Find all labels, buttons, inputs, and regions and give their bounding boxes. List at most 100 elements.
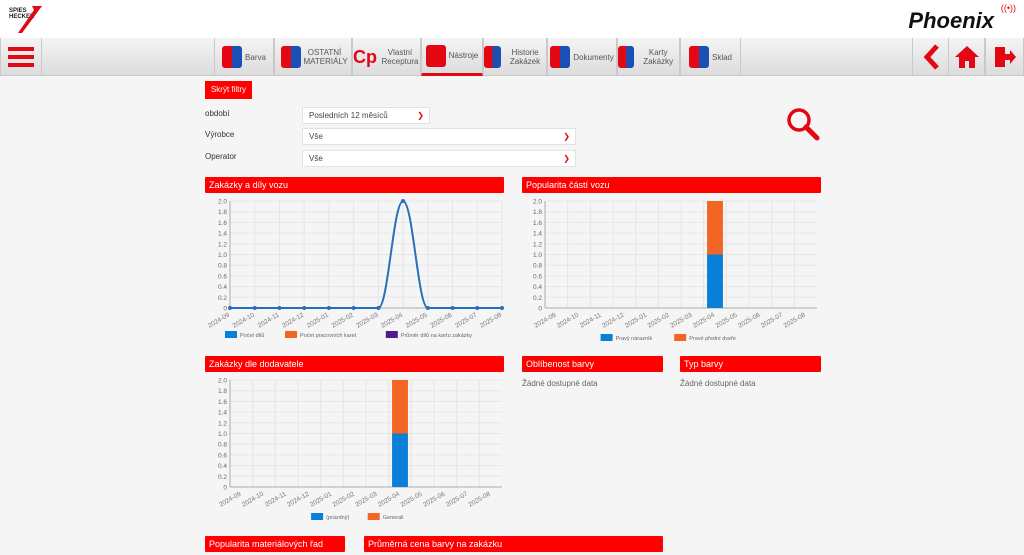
x-tick-label: 2025-05 xyxy=(405,311,429,329)
y-tick-label: 1.0 xyxy=(218,252,227,259)
x-tick-label: 2025-07 xyxy=(454,311,478,329)
nav-bar: Barva OSTATNÍ MATERIÁLY Cp Vlastní Receptur… xyxy=(0,38,1024,76)
nav-item-label: Sklad xyxy=(711,52,732,62)
back-button[interactable] xyxy=(912,38,949,76)
y-tick-label: 1.2 xyxy=(218,420,227,427)
x-tick-label: 2025-06 xyxy=(422,490,446,508)
x-tick-label: 2024-11 xyxy=(257,311,281,329)
nav-item-5[interactable]: Historie Zakázek xyxy=(483,38,547,76)
nav-item-label: Dokumenty xyxy=(573,52,614,62)
documents-icon xyxy=(550,46,571,68)
y-tick-label: 1.0 xyxy=(533,252,542,259)
x-tick-label: 2024-09 xyxy=(218,490,242,508)
x-tick-label: 2025-07 xyxy=(760,311,784,329)
svg-text:SPIES: SPIES xyxy=(9,8,27,14)
cans-icon xyxy=(280,46,301,68)
legend-swatch xyxy=(367,513,380,520)
y-tick-label: 1.4 xyxy=(533,231,542,238)
legend-label: (prázdný) xyxy=(326,515,349,521)
x-tick-label: 2025-04 xyxy=(692,311,716,329)
home-button[interactable] xyxy=(948,38,985,76)
search-icon[interactable] xyxy=(785,106,821,142)
legend-swatch xyxy=(385,331,398,338)
legend-swatch xyxy=(311,513,324,520)
y-tick-label: 0 xyxy=(223,306,227,313)
manufacturer-label: Výrobce xyxy=(205,130,235,139)
operator-select[interactable]: Vše ❯ xyxy=(302,150,576,167)
bar xyxy=(392,433,408,487)
y-tick-label: 0.2 xyxy=(218,474,227,481)
x-tick-label: 2025-03 xyxy=(355,311,379,329)
nav-item-label: Historie Zakázek xyxy=(509,48,541,66)
logout-button[interactable] xyxy=(985,38,1024,76)
spies-hecker-logo: SPIES HECKER xyxy=(9,6,42,33)
nav-item-2[interactable]: OSTATNÍ MATERIÁLY xyxy=(274,38,352,76)
x-tick-label: 2025-03 xyxy=(669,311,693,329)
period-label: období xyxy=(205,109,230,118)
y-tick-label: 0.6 xyxy=(218,452,227,459)
legend-swatch xyxy=(674,334,687,341)
x-tick-label: 2025-04 xyxy=(380,311,404,329)
legend-swatch xyxy=(285,331,297,338)
x-tick-label: 2024-11 xyxy=(264,490,288,508)
y-tick-label: 1.8 xyxy=(218,388,227,395)
x-tick-label: 2025-03 xyxy=(354,490,378,508)
y-tick-label: 0.4 xyxy=(533,284,542,291)
legend-swatch xyxy=(225,331,237,338)
legend-label: Počet pracovních karet xyxy=(300,333,357,339)
legend-label: Pravé přední dveře xyxy=(689,336,736,342)
data-point xyxy=(376,306,381,310)
x-tick-label: 2025-05 xyxy=(400,490,424,508)
wireless-icon: ((•)) xyxy=(1000,3,1016,13)
period-select[interactable]: Posledních 12 měsíců ❯ xyxy=(302,107,430,124)
chevron-down-icon: ❯ xyxy=(417,111,424,120)
y-tick-label: 1.4 xyxy=(218,410,227,417)
data-point xyxy=(228,306,232,310)
data-point xyxy=(351,306,356,310)
x-tick-label: 2025-02 xyxy=(647,311,671,329)
data-point xyxy=(326,306,331,310)
y-tick-label: 2.0 xyxy=(218,378,227,385)
bar xyxy=(707,254,723,308)
hamburger-icon xyxy=(8,47,34,67)
x-tick-label: 2024-10 xyxy=(556,311,580,329)
nav-item-1[interactable]: Barva xyxy=(214,38,274,76)
hide-filters-button[interactable]: Skrýt filtry xyxy=(205,81,252,99)
chart-title: Zakázky dle dodavatele xyxy=(205,356,504,372)
legend-label: Pravý nárazník xyxy=(616,336,653,342)
nav-item-8[interactable]: Sklad xyxy=(680,38,741,76)
bar xyxy=(707,201,723,255)
nav-item-4[interactable]: Nástroje xyxy=(421,38,483,76)
chart-title: Zakázky a díly vozu xyxy=(205,177,504,193)
x-tick-label: 2024-09 xyxy=(207,311,231,329)
menu-button[interactable] xyxy=(0,38,42,76)
x-tick-label: 2025-06 xyxy=(429,311,453,329)
data-point xyxy=(277,306,282,310)
x-tick-label: 2025-08 xyxy=(479,311,503,329)
chevron-down-icon: ❯ xyxy=(563,154,570,163)
nav-item-6[interactable]: Dokumenty xyxy=(547,38,617,76)
no-data-text: Žádné dostupné data xyxy=(522,379,598,388)
y-tick-label: 1.8 xyxy=(533,209,542,216)
svg-text:HECKER: HECKER xyxy=(9,14,35,20)
y-tick-label: 0.8 xyxy=(218,442,227,449)
data-point xyxy=(252,306,257,310)
y-tick-label: 1.4 xyxy=(218,231,227,238)
exit-icon xyxy=(994,47,1016,67)
x-tick-label: 2024-12 xyxy=(286,490,310,508)
operator-label: Operator xyxy=(205,152,237,161)
nav-item-3[interactable]: Cp Vlastní Receptura xyxy=(352,38,421,76)
customer-car-icon xyxy=(618,46,635,68)
x-tick-label: 2024-10 xyxy=(241,490,265,508)
x-tick-label: 2024-11 xyxy=(579,311,603,329)
chart-title: Popularita částí vozu xyxy=(522,177,821,193)
nav-item-7[interactable]: Karty Zakázky xyxy=(617,38,680,76)
home-icon xyxy=(954,46,979,68)
x-tick-label: 2025-02 xyxy=(330,311,354,329)
manufacturer-select[interactable]: Vše ❯ xyxy=(302,128,576,145)
x-tick-label: 2025-08 xyxy=(783,311,807,329)
x-tick-label: 2024-09 xyxy=(533,311,557,329)
bar xyxy=(392,380,408,434)
x-tick-label: 2025-06 xyxy=(737,311,761,329)
